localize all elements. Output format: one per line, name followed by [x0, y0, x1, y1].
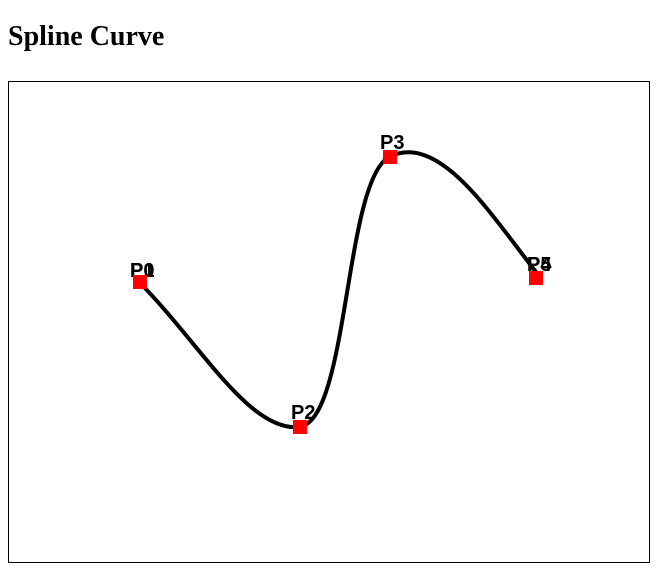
control-point-label-p2: P2 [291, 402, 315, 424]
page-title: Spline Curve [8, 21, 165, 52]
control-point-label-p4-overprint: P4 [527, 254, 552, 276]
control-point-label-p3: P3 [380, 132, 404, 154]
spline-canvas[interactable]: P1 P0 P2 P3 P4 P5 [8, 81, 650, 563]
spline-curve [137, 150, 538, 430]
control-point-label-p5: P5 [527, 254, 551, 276]
control-point-p3[interactable] [383, 150, 397, 164]
control-point-p2[interactable] [293, 420, 307, 434]
control-point-p0[interactable] [133, 275, 147, 289]
control-point-p5[interactable] [529, 271, 543, 285]
spline-drawing: P1 P0 P2 P3 P4 P5 [130, 132, 552, 434]
